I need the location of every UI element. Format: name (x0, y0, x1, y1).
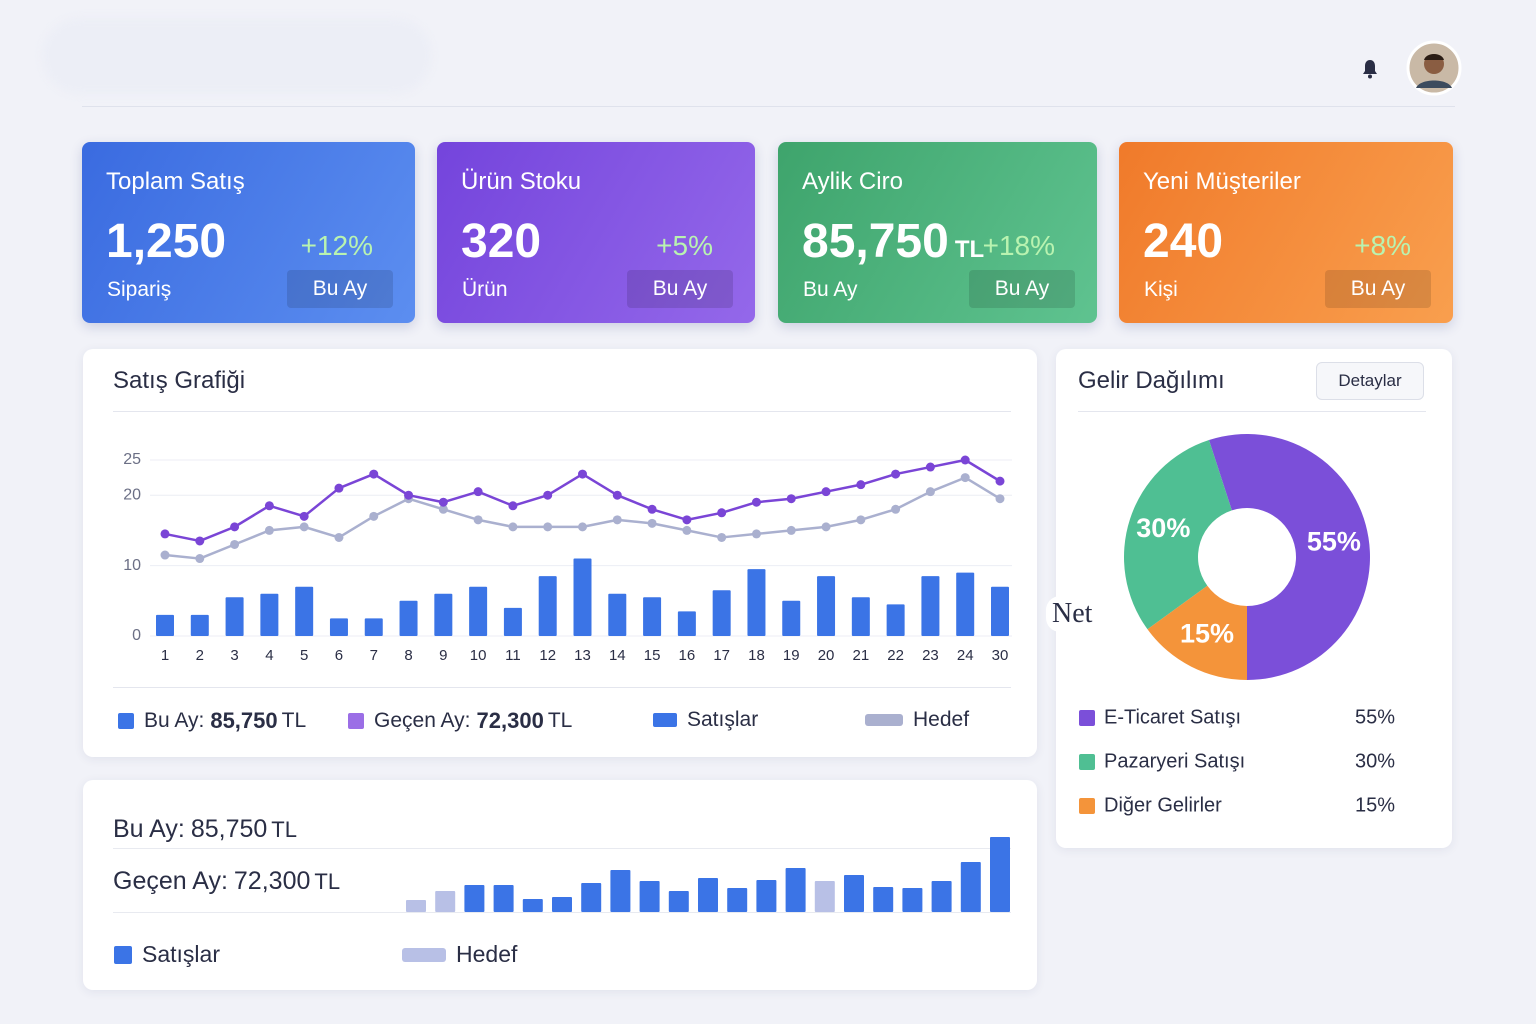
legend-swatch (348, 713, 364, 729)
card-value-number: 1,250 (106, 215, 227, 268)
card-value-number: 85,750 (802, 215, 949, 268)
card-change: +5% (656, 230, 713, 261)
card-badge: Bu Ay (287, 270, 393, 308)
legend-item: Hedef (402, 941, 517, 968)
card-badge: Bu Ay (1325, 270, 1431, 308)
legend-label: Satışlar (687, 708, 759, 731)
legend-label: Bu Ay: (144, 709, 205, 732)
header-divider (82, 106, 1455, 107)
sales-panel: Satış Grafiği (83, 349, 1037, 757)
stat-card: Ürün Stoku 320 +5% Ürün Bu Ay (437, 142, 755, 323)
legend-swatch (114, 945, 132, 964)
card-change: +8% (1354, 230, 1411, 261)
legend-label: Geçen Ay: (374, 709, 471, 732)
card-value: 1,250 (106, 214, 226, 269)
card-unit: TL (954, 236, 985, 263)
legend-label: Hedef (913, 708, 970, 731)
legend-value: 72,300 (476, 708, 544, 733)
card-value-number: 320 (461, 215, 542, 268)
search-bar[interactable] (42, 18, 432, 94)
card-badge: Bu Ay (969, 270, 1075, 308)
card-title: Yeni Müşteriler (1143, 168, 1301, 195)
details-button[interactable]: Detaylar (1316, 362, 1424, 400)
legend-swatch (118, 713, 134, 729)
stat-card: Yeni Müşteriler 240 +8% Kişi Bu Ay (1119, 142, 1453, 323)
card-sub: Kişi (1144, 278, 1178, 301)
card-title: Aylik Ciro (802, 168, 903, 195)
card-sub: Sipariş (107, 278, 172, 301)
card-change: +18% (982, 230, 1055, 261)
legend-value: 85,750 (210, 708, 278, 733)
legend-item: Geçen Ay: 72,300 TL (348, 708, 572, 734)
stat-card: Toplam Satış 1,250 +12% Sipariş Bu Ay (82, 142, 415, 323)
summary-line: Geçen Ay: 72,300 TL (113, 867, 340, 896)
annotation: Net (1046, 596, 1099, 632)
divider (113, 848, 1011, 849)
summary-label: Geçen Ay: (113, 867, 228, 895)
card-value: 240 (1143, 214, 1223, 269)
divider (113, 912, 1011, 913)
legend-unit: TL (547, 709, 573, 732)
divider (113, 687, 1011, 688)
legend-swatch (402, 947, 446, 962)
card-value: 85,750 TL (802, 214, 984, 269)
legend-swatch (865, 714, 903, 726)
summary-label: Bu Ay: (113, 815, 185, 843)
card-title: Ürün Stoku (461, 168, 582, 195)
card-value: 320 (461, 214, 541, 269)
legend-unit: TL (281, 709, 307, 732)
legend-swatch (653, 713, 677, 727)
card-badge: Bu Ay (627, 270, 733, 308)
legend-item: Satışlar (114, 941, 220, 968)
divider (1078, 411, 1426, 412)
revenue-panel: Gelir Dağılımı Detaylar (1056, 349, 1452, 848)
card-value-number: 240 (1143, 215, 1224, 268)
summary-line: Bu Ay: 85,750 TL (113, 815, 297, 844)
divider (113, 411, 1011, 412)
panel-title: Satış Grafiği (113, 367, 246, 394)
summary-value: 85,750 (190, 815, 268, 843)
legend-label: Satışlar (142, 941, 220, 967)
stat-card: Aylik Ciro 85,750 TL +18% Bu Ay Bu Ay (778, 142, 1097, 323)
legend-item: Hedef (865, 708, 969, 732)
card-change: +12% (300, 230, 373, 261)
summary-value: 72,300 (233, 867, 311, 895)
summary-unit: TL (314, 868, 341, 894)
card-sub: Ürün (462, 278, 508, 301)
panel-title: Gelir Dağılımı (1078, 367, 1225, 394)
bell-icon[interactable] (1360, 58, 1380, 80)
legend-item: Satışlar (653, 708, 758, 732)
legend-item: Bu Ay: 85,750 TL (118, 708, 306, 734)
comparison-panel (83, 780, 1037, 990)
card-title: Toplam Satış (106, 168, 245, 195)
legend-label: Hedef (456, 941, 518, 967)
card-sub: Bu Ay (803, 278, 858, 301)
summary-unit: TL (271, 816, 297, 842)
avatar[interactable] (1406, 40, 1462, 96)
